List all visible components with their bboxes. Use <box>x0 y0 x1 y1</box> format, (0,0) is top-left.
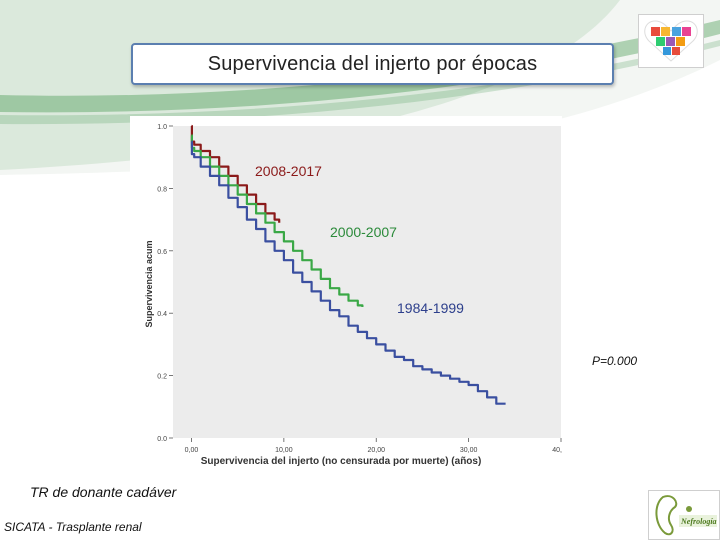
x-tick-label: 10,00 <box>275 447 293 454</box>
x-tick-label: 20,00 <box>367 447 385 454</box>
x-tick-label: 40,00 <box>552 447 562 454</box>
plot-area <box>173 126 561 438</box>
x-axis-label: Supervivencia del injerto (no censurada … <box>201 456 482 467</box>
slide-title: Supervivencia del injerto por épocas <box>207 52 538 75</box>
x-tick-label: 30,00 <box>460 447 478 454</box>
footer-title: TR de donante cadáver <box>30 484 177 500</box>
nefrologia-logo-icon: Nefrología <box>648 490 720 540</box>
nefrologia-logo-text: Nefrología <box>680 517 717 526</box>
chart-frame: 0.0 0.2 0.4 0.6 0.8 1.0 0,00 10,00 20,00 30,00 40,… <box>130 116 562 472</box>
heart-logo-icon <box>638 14 704 68</box>
series-line-1984-1999 <box>190 140 506 405</box>
series-line-2000-2007 <box>190 134 364 307</box>
legend-label-2000-2007: 2000-2007 <box>330 224 397 240</box>
survival-chart: 0.0 0.2 0.4 0.6 0.8 1.0 0,00 10,00 20,00 30,00 40,… <box>144 124 562 467</box>
p-value-annotation: P=0.000 <box>592 354 638 368</box>
slide-title-box: Supervivencia del injerto por épocas <box>131 43 614 85</box>
y-axis-label: Supervivencia acum <box>144 240 154 327</box>
y-tick-label: 0.0 <box>157 436 167 443</box>
legend-label-1984-1999: 1984-1999 <box>397 300 464 316</box>
legend-label-2008-2017: 2008-2017 <box>255 163 322 179</box>
y-tick-label: 0.4 <box>157 311 167 318</box>
y-tick-label: 0.6 <box>157 249 167 256</box>
x-tick-label: 0,00 <box>185 447 199 454</box>
y-tick-label: 0.8 <box>157 186 167 193</box>
y-tick-label: 0.2 <box>157 374 167 381</box>
footer-subtitle: SICATA - Trasplante renal <box>4 520 142 534</box>
y-tick-label: 1.0 <box>157 124 167 131</box>
